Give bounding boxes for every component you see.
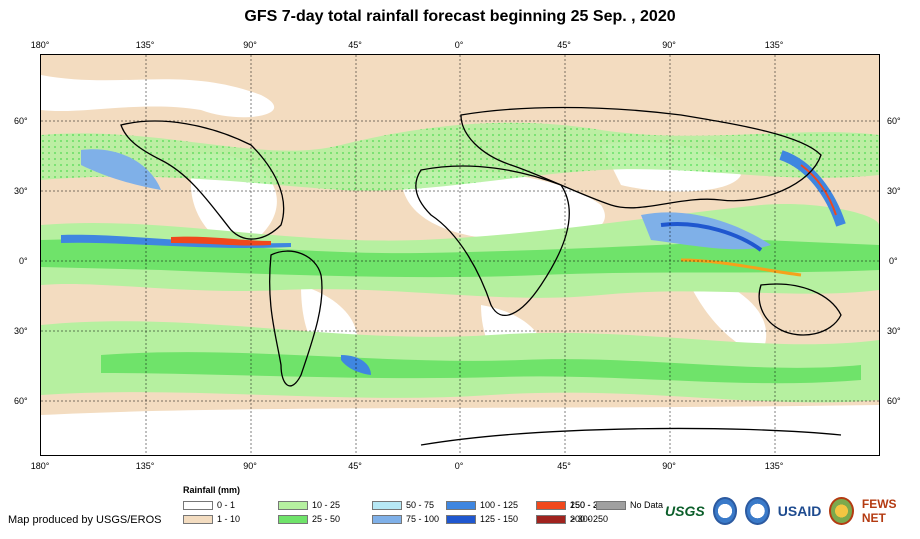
legend-swatch bbox=[278, 514, 308, 524]
lon-label-90e-bottom: 90° bbox=[662, 461, 676, 471]
legend-swatch bbox=[596, 500, 626, 510]
lon-label-180-top: 180° bbox=[30, 40, 50, 50]
lon-label-135e-bottom: 135° bbox=[764, 461, 784, 471]
legend-swatch bbox=[446, 514, 476, 524]
legend-label: 10 - 25 bbox=[312, 500, 341, 510]
legend-item: > 300 bbox=[536, 514, 593, 524]
fews-net-seal-icon bbox=[829, 497, 854, 525]
legend-label: 125 - 150 bbox=[480, 514, 519, 524]
legend-title: Rainfall (mm) bbox=[183, 485, 241, 495]
lon-label-135w-top: 135° bbox=[135, 40, 155, 50]
lon-label-45e-bottom: 45° bbox=[557, 461, 571, 471]
legend-label: 1 - 10 bbox=[217, 514, 241, 524]
usaid-seal-icon bbox=[745, 497, 770, 525]
legend-swatch bbox=[183, 514, 213, 524]
lat-label-30n-right: 30° bbox=[887, 186, 901, 196]
lat-label-0-right: 0° bbox=[889, 256, 898, 266]
map-title: GFS 7-day total rainfall forecast beginn… bbox=[244, 8, 676, 25]
legend-label: > 300 bbox=[570, 514, 593, 524]
lon-label-90w-bottom: 90° bbox=[243, 461, 257, 471]
usgs-logo: USGS bbox=[665, 503, 705, 519]
legend-swatch bbox=[536, 514, 566, 524]
legend-label: 100 - 125 bbox=[480, 500, 519, 510]
legend-swatch bbox=[372, 514, 402, 524]
lon-label-90w-top: 90° bbox=[243, 40, 257, 50]
lat-label-60s-right: 60° bbox=[887, 396, 901, 406]
legend-label: No Data bbox=[630, 500, 664, 510]
rainfall-map-svg bbox=[41, 55, 879, 455]
legend-swatch bbox=[372, 500, 402, 510]
rainfall-map bbox=[40, 54, 880, 456]
lon-label-135e-top: 135° bbox=[764, 40, 784, 50]
legend-item: 25 - 50 bbox=[278, 514, 340, 524]
legend-item: 250 - 300 bbox=[536, 500, 608, 510]
legend-label: 150 - 200 bbox=[570, 500, 609, 510]
legend-item: 75 - 100 bbox=[372, 514, 439, 524]
legend-item: 100 - 125 bbox=[446, 500, 518, 510]
legend-item: 125 - 150 bbox=[446, 514, 518, 524]
lon-label-135w-bottom: 135° bbox=[135, 461, 155, 471]
lat-label-0-left: 0° bbox=[19, 256, 28, 266]
lon-label-0-top: 0° bbox=[454, 40, 464, 50]
lat-label-60n-right: 60° bbox=[887, 116, 901, 126]
lon-label-90e-top: 90° bbox=[662, 40, 676, 50]
lon-label-45w-bottom: 45° bbox=[348, 461, 362, 471]
lat-label-30s-right: 30° bbox=[887, 326, 901, 336]
legend-label: 25 - 50 bbox=[312, 514, 341, 524]
legend-label: 75 - 100 bbox=[406, 514, 440, 524]
legend-item: No Data bbox=[596, 500, 663, 510]
usgs-logo-text: USGS bbox=[665, 503, 705, 519]
lon-label-180-bottom: 180° bbox=[30, 461, 50, 471]
fews-net-logo: FEWS NET bbox=[862, 497, 915, 525]
noaa-logo-icon bbox=[712, 497, 738, 525]
lat-label-60s-left: 60° bbox=[14, 396, 28, 406]
legend-item: 50 - 75 bbox=[372, 500, 434, 510]
legend-item: 10 - 25 bbox=[278, 500, 340, 510]
legend-label: 250 - 300 bbox=[570, 500, 609, 510]
lat-label-30s-left: 30° bbox=[14, 326, 28, 336]
fews-net-logo-text: FEWS NET bbox=[861, 497, 897, 525]
credit-text: Map produced by USGS/EROS bbox=[8, 514, 162, 526]
lat-label-60n-left: 60° bbox=[14, 116, 28, 126]
legend-label: 50 - 75 bbox=[406, 500, 435, 510]
legend-item: 0 - 1 bbox=[183, 500, 235, 510]
legend-swatch bbox=[183, 500, 213, 510]
lon-label-45w-top: 45° bbox=[348, 40, 362, 50]
usaid-logo-text: USAID bbox=[777, 503, 822, 519]
agency-logos: USGS USAID FEWS NET bbox=[665, 495, 915, 527]
legend-swatch bbox=[446, 500, 476, 510]
legend-swatch bbox=[536, 500, 566, 510]
lon-label-45e-top: 45° bbox=[557, 40, 571, 50]
legend-label: 200 - 250 bbox=[570, 514, 609, 524]
legend-label: 0 - 1 bbox=[217, 500, 236, 510]
lat-label-30n-left: 30° bbox=[14, 186, 28, 196]
legend-item: 1 - 10 bbox=[183, 514, 240, 524]
legend-swatch bbox=[278, 500, 308, 510]
lon-label-0-bottom: 0° bbox=[454, 461, 464, 471]
usaid-logo: USAID bbox=[778, 503, 822, 519]
